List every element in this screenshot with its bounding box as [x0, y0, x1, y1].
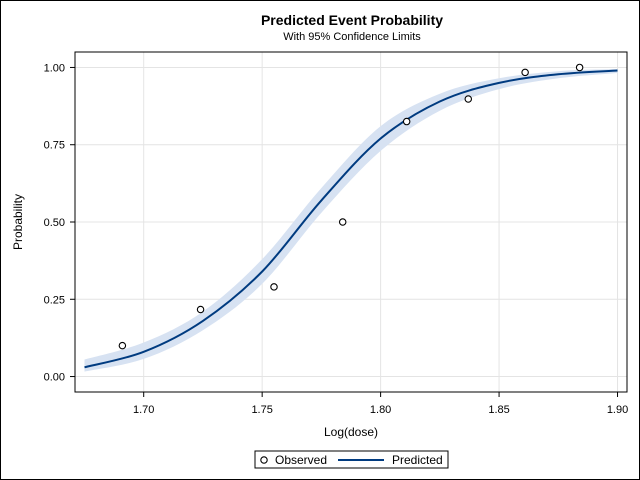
chart-title: Predicted Event Probability	[261, 12, 443, 28]
y-axis-label: Probability	[11, 194, 25, 250]
legend-predicted-label: Predicted	[392, 453, 443, 467]
observed-point	[338, 218, 347, 226]
observed-points	[118, 63, 584, 350]
legend: Observed Predicted	[254, 450, 449, 469]
x-axis-label: Log(dose)	[324, 425, 378, 439]
y-tick-label: 0.50	[44, 217, 65, 229]
observed-point	[521, 68, 529, 77]
chart-subtitle: With 95% Confidence Limits	[283, 31, 421, 43]
gridlines	[75, 52, 627, 392]
x-tick-label: 1.70	[133, 404, 154, 416]
y-tick-label: 1.00	[44, 62, 65, 74]
legend-observed-label: Observed	[275, 453, 327, 467]
legend-observed-marker	[260, 456, 268, 464]
y-axis-ticks: 0.00 0.25 0.50 0.75 1.00	[44, 62, 75, 384]
observed-point	[402, 117, 411, 126]
x-tick-label: 1.80	[370, 404, 391, 416]
observed-point	[575, 63, 584, 72]
observed-point	[118, 341, 127, 350]
x-tick-label: 1.85	[488, 404, 509, 416]
y-tick-label: 0.75	[44, 140, 65, 152]
x-tick-label: 1.90	[607, 404, 628, 416]
x-axis-ticks: 1.70 1.75 1.80 1.85 1.90	[133, 392, 628, 416]
x-tick-label: 1.75	[251, 404, 272, 416]
observed-point	[464, 95, 473, 103]
observed-point	[270, 283, 278, 291]
predicted-line	[84, 69, 618, 369]
confidence-band	[84, 69, 618, 372]
observed-point	[196, 305, 205, 314]
y-tick-label: 0.25	[44, 294, 65, 306]
y-tick-label: 0.00	[44, 372, 65, 384]
